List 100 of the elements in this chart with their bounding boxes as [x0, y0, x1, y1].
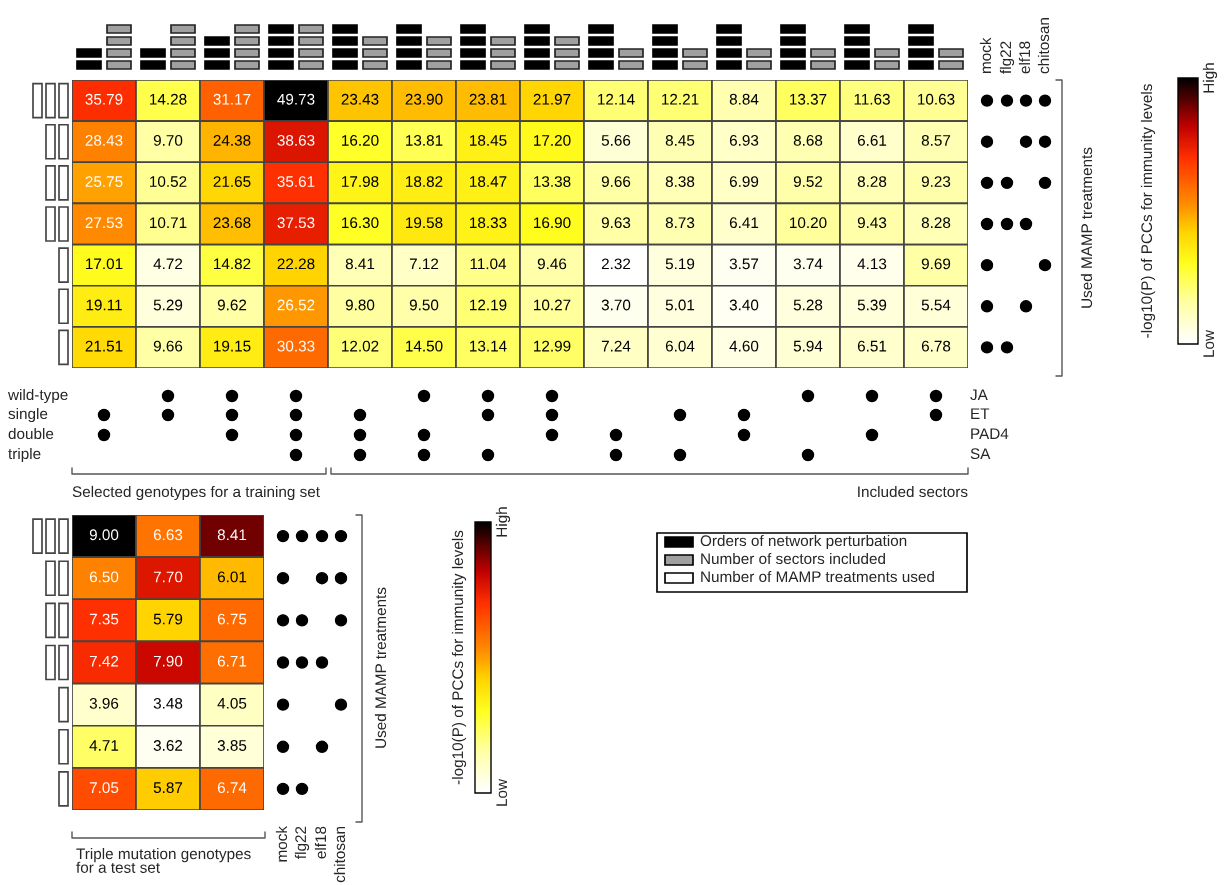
data-label: 7.35: [89, 613, 119, 625]
data-label: 5.01: [665, 299, 695, 311]
data-label: 4.13: [857, 258, 887, 270]
data-label: 6.04: [665, 340, 695, 352]
data-label: 17.01: [86, 258, 123, 270]
data-label: 6.61: [857, 135, 887, 146]
data-label: 9.66: [601, 176, 631, 187]
data-label: 23.68: [213, 217, 251, 229]
data-label: 14.82: [214, 258, 251, 270]
data-label: 31.17: [213, 93, 251, 105]
data-label: 6.93: [729, 135, 759, 146]
data-label: 9.46: [537, 258, 567, 270]
data-label: 6.01: [217, 571, 247, 583]
data-label: 7.24: [601, 340, 631, 352]
text: wild-type: [7, 388, 68, 404]
text: Triple mutation genotypes for a test set: [76, 848, 251, 873]
data-label: 10.71: [150, 217, 187, 229]
data-label: 8.57: [921, 135, 951, 146]
data-label: 6.99: [729, 176, 759, 187]
data-label: 18.47: [470, 176, 507, 187]
text: flg22: [999, 41, 1015, 74]
data-label: 9.66: [153, 340, 183, 352]
data-label: 28.43: [85, 135, 123, 146]
data-label: 8.68: [793, 135, 823, 146]
data-label: 19.11: [86, 299, 122, 311]
data-label: 6.51: [857, 340, 887, 352]
color-bar-label: High: [495, 507, 511, 537]
data-label: 9.63: [601, 217, 631, 229]
text: single: [8, 407, 48, 423]
data-label: 3.85: [217, 740, 247, 751]
data-label: 6.63: [153, 529, 183, 541]
data-label: 12.21: [662, 93, 699, 105]
data-label: 8.38: [665, 176, 695, 187]
data-label: 6.75: [217, 613, 247, 625]
data-label: 10.27: [534, 299, 571, 311]
text: Number of sectors included: [701, 552, 885, 565]
data-label: 9.52: [793, 176, 823, 187]
data-label: 11.63: [854, 93, 890, 105]
text: elf18: [1018, 41, 1031, 74]
data-label: 9.43: [857, 217, 887, 229]
data-label: 22.28: [277, 258, 315, 270]
data-label: 12.14: [598, 93, 635, 105]
data-label: 18.33: [470, 217, 507, 229]
data-label: 25.75: [85, 176, 123, 187]
text: Orders of network perturbation: [700, 534, 907, 550]
data-label: 13.38: [534, 176, 571, 187]
color-bar-label: High: [1202, 63, 1218, 93]
data-label: 6.41: [729, 217, 759, 229]
text: Included sectors: [858, 485, 968, 498]
data-label: 5.79: [153, 613, 183, 625]
data-label: 7.42: [89, 655, 119, 667]
data-label: 3.74: [793, 258, 823, 270]
data-label: 7.90: [153, 655, 183, 667]
data-label: 12.02: [342, 340, 379, 352]
data-label: 5.66: [601, 135, 631, 146]
data-label: 8.41: [345, 258, 375, 270]
data-label: 2.32: [601, 258, 631, 270]
text: chitosan: [333, 826, 346, 883]
data-label: 13.14: [470, 340, 507, 352]
data-label: 3.57: [729, 258, 759, 270]
data-label: 35.79: [85, 93, 123, 105]
data-label: 17.20: [534, 135, 571, 146]
data-label: 23.90: [405, 93, 443, 105]
data-label: 10.20: [790, 217, 827, 229]
data-label: 3.96: [89, 697, 119, 709]
text: Number of MAMP treatments used: [701, 570, 934, 583]
data-label: 19.58: [406, 217, 443, 229]
data-label: 5.94: [793, 340, 823, 352]
data-label: 21.51: [85, 340, 123, 352]
text: mock: [979, 37, 992, 73]
data-label: 38.63: [277, 135, 315, 146]
data-label: 18.45: [470, 135, 507, 146]
data-label: 10.63: [918, 93, 955, 105]
data-label: 18.82: [406, 176, 443, 187]
data-label: 35.61: [277, 176, 315, 187]
data-label: 6.74: [217, 782, 247, 794]
text: elf18: [314, 826, 327, 859]
data-label: 14.50: [406, 340, 443, 352]
data-label: 13.81: [406, 135, 443, 146]
data-label: 8.41: [217, 529, 247, 541]
data-label: 24.38: [213, 135, 251, 146]
data-label: 23.81: [469, 93, 507, 105]
data-label: 26.52: [277, 299, 315, 311]
text: JA: [970, 389, 988, 401]
text: Used MAMP treatments: [374, 587, 387, 748]
data-label: 5.19: [665, 258, 695, 270]
data-label: 3.40: [729, 299, 759, 311]
text: Used MAMP treatments: [1080, 147, 1093, 308]
data-label: 4.60: [729, 340, 759, 352]
data-label: 7.12: [409, 258, 439, 270]
data-label: 23.43: [341, 93, 379, 105]
data-label: 5.87: [153, 782, 183, 794]
data-label: 4.72: [153, 258, 183, 270]
color-bar-label: Low: [496, 778, 508, 806]
data-label: 9.70: [153, 135, 183, 146]
data-label: 10.52: [150, 176, 187, 187]
data-label: 8.45: [665, 135, 695, 146]
data-label: 9.80: [345, 299, 375, 311]
data-label: 16.90: [534, 217, 571, 229]
data-label: 12.99: [534, 340, 571, 352]
